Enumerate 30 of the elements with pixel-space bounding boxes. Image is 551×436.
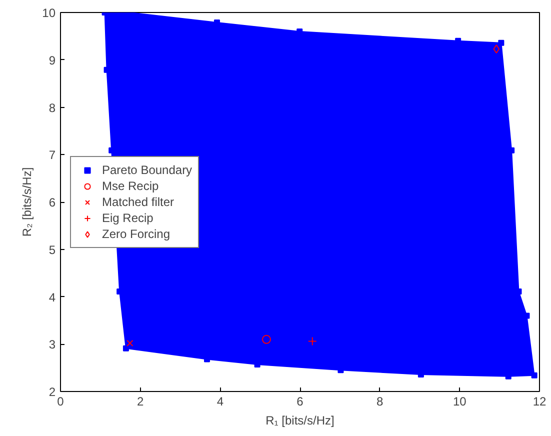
- x-tick-label: 4: [216, 394, 224, 408]
- y-tick-label: 4: [48, 290, 56, 304]
- legend-label: Mse Recip: [102, 178, 159, 192]
- x-tick-label: 2: [136, 394, 144, 408]
- x-tick-label: 0: [57, 394, 64, 408]
- point: [262, 334, 271, 344]
- x-tick-label: 8: [376, 394, 384, 408]
- legend-label: Pareto Boundary: [102, 162, 192, 176]
- y-tick-label: 2: [48, 385, 56, 399]
- y-tick-label: 6: [48, 196, 56, 210]
- point: [308, 336, 317, 346]
- y-tick-label: 5: [48, 242, 56, 257]
- point: [498, 40, 504, 46]
- x-axis-title: R₁ [bits/s/Hz]: [266, 414, 334, 428]
- x-tick-label: 6: [296, 394, 304, 408]
- legend-label: Zero Forcing: [102, 226, 170, 240]
- legend-label: Eig Recip: [102, 210, 154, 224]
- x-tick-label: 10: [452, 394, 467, 408]
- point: [126, 340, 134, 347]
- y-tick-label: 3: [48, 338, 56, 352]
- y-tick-label: 10: [42, 6, 56, 20]
- y-axis-title: R₂ [bits/s/Hz]: [20, 167, 34, 237]
- point: [122, 345, 129, 352]
- x-tick-label: 12: [532, 394, 546, 408]
- y-tick-label: 7: [48, 148, 56, 162]
- point: [493, 44, 500, 54]
- y-tick-label: 8: [48, 100, 56, 115]
- point: [531, 372, 538, 378]
- legend-label: Matched filter: [102, 194, 174, 208]
- y-tick-label: 9: [48, 53, 56, 68]
